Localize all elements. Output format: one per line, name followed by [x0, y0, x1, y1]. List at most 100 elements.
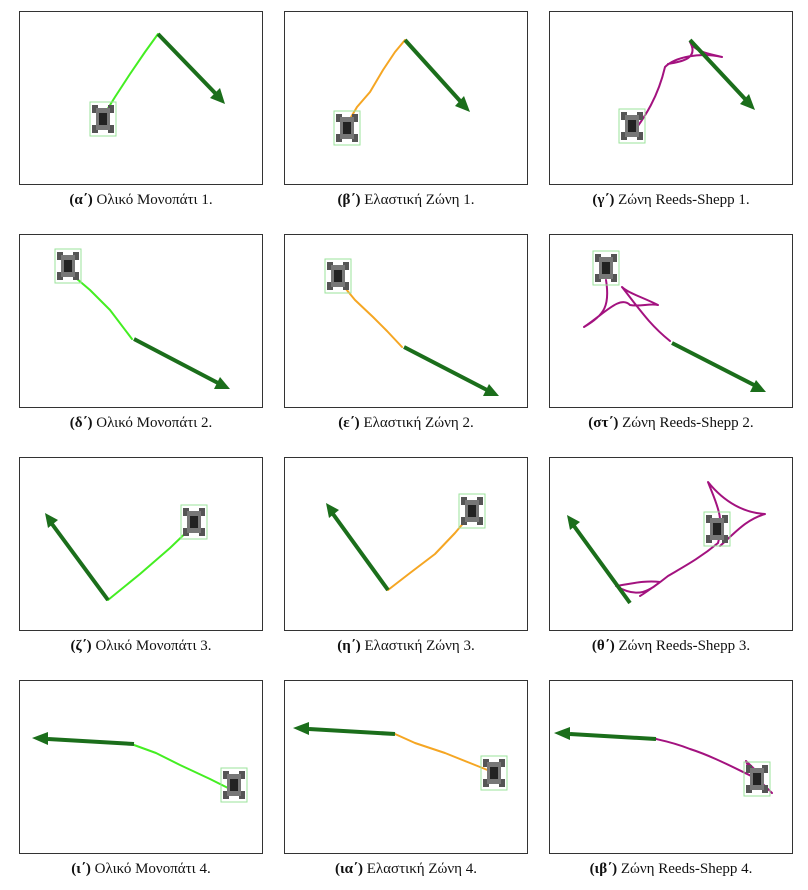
figure-caption-7: (ζ΄) Ολικό Μονοπάτι 3.: [9, 638, 273, 655]
goal-arrow-head: [455, 96, 470, 112]
figure-caption-4: (δ΄) Ολικό Μονοπάτι 2.: [9, 415, 273, 432]
figure-panel-2: [284, 11, 528, 185]
plot-elastic-band-1: [333, 38, 470, 146]
goal-arrow-head: [567, 515, 580, 530]
global-path-line: [133, 744, 235, 792]
figure-panel-8: [284, 457, 528, 631]
caption-label: Ζώνη Reeds-Shepp 3.: [618, 638, 751, 654]
plot-elastic-band-3: [326, 493, 486, 592]
goal-arrow-head: [483, 384, 499, 396]
caption-letter: (ι΄): [71, 861, 91, 877]
figure-caption-9: (θ΄) Ζώνη Reeds-Shepp 3.: [539, 638, 803, 655]
goal-arrow-head: [554, 727, 570, 740]
robot-icon: [480, 755, 508, 791]
elastic-band-line: [340, 282, 403, 348]
figure-panel-12: [549, 680, 793, 854]
caption-letter: (γ΄): [592, 192, 615, 208]
global-path-line: [101, 33, 159, 119]
goal-arrow-shaft: [50, 522, 110, 602]
goal-arrow-head: [293, 722, 309, 735]
reeds-shepp-line: [631, 41, 723, 135]
robot-icon: [592, 250, 620, 286]
caption-label: Ζώνη Reeds-Shepp 1.: [618, 192, 750, 208]
goal-arrow-shaft: [403, 38, 463, 104]
caption-label: Ζώνη Reeds-Shepp 4.: [620, 861, 753, 877]
robot-icon: [333, 110, 361, 146]
figure-panel-9: [549, 457, 793, 631]
robot-icon: [458, 493, 486, 529]
caption-label: Ελαστική Ζώνη 3.: [364, 638, 475, 654]
caption-label: Ελαστική Ζώνη 2.: [363, 415, 474, 431]
goal-arrow-head: [45, 513, 58, 528]
goal-arrow-shaft: [331, 512, 390, 592]
plot-global-path-1: [89, 32, 225, 137]
plot-global-path-3: [45, 504, 208, 602]
caption-letter: (ζ΄): [70, 638, 92, 654]
figure-panel-6: [549, 234, 793, 408]
caption-label: Ολικό Μονοπάτι 3.: [95, 638, 212, 654]
elastic-band-line: [394, 733, 496, 774]
robot-icon: [703, 511, 731, 547]
figure-panel-3: [549, 11, 793, 185]
plot-elastic-band-2: [324, 258, 499, 396]
caption-label: Ολικό Μονοπάτι 1.: [96, 192, 213, 208]
goal-arrow-shaft: [569, 732, 657, 741]
robot-icon: [743, 761, 771, 797]
robot-icon: [618, 108, 646, 144]
figure-caption-12: (ιβ΄) Ζώνη Reeds-Shepp 4.: [539, 861, 803, 878]
caption-letter: (στ΄): [588, 415, 619, 431]
goal-arrow-head: [214, 377, 230, 389]
goal-arrow-head: [32, 732, 48, 745]
caption-letter: (α΄): [69, 192, 93, 208]
caption-label: Ζώνη Reeds-Shepp 2.: [622, 415, 754, 431]
goal-arrow-head: [740, 94, 755, 110]
reeds-shepp-line: [615, 481, 766, 597]
plot-elastic-band-4: [293, 722, 508, 791]
goal-arrow-shaft: [47, 737, 135, 746]
figure-panel-5: [284, 234, 528, 408]
figure-caption-8: (η΄) Ελαστική Ζώνη 3.: [274, 638, 538, 655]
caption-letter: (β΄): [337, 192, 361, 208]
global-path-line: [69, 272, 133, 340]
robot-icon: [180, 504, 208, 540]
robot-icon: [324, 258, 352, 294]
caption-label: Ολικό Μονοπάτι 2.: [96, 415, 213, 431]
figure-panel-4: [19, 234, 263, 408]
goal-arrow-shaft: [403, 345, 488, 392]
robot-icon: [54, 248, 82, 284]
goal-arrow-shaft: [308, 727, 396, 736]
plot-reeds-shepp-4: [554, 727, 773, 797]
figure-caption-10: (ι΄) Ολικό Μονοπάτι 4.: [9, 861, 273, 878]
goal-arrow-head: [750, 380, 766, 392]
robot-icon: [220, 767, 248, 803]
goal-arrow-shaft: [688, 38, 748, 102]
plot-reeds-shepp-1: [618, 38, 755, 144]
figure-caption-6: (στ΄) Ζώνη Reeds-Shepp 2.: [539, 415, 803, 432]
elastic-band-line: [346, 39, 406, 125]
plot-reeds-shepp-3: [567, 481, 766, 605]
caption-label: Ολικό Μονοπάτι 4.: [94, 861, 211, 877]
goal-arrow-head: [210, 88, 225, 104]
goal-arrow-head: [326, 503, 339, 518]
figure-caption-2: (β΄) Ελαστική Ζώνη 1.: [274, 192, 538, 209]
figure-panel-7: [19, 457, 263, 631]
goal-arrow-shaft: [133, 337, 219, 385]
figure-panel-1: [19, 11, 263, 185]
figure-panel-11: [284, 680, 528, 854]
plot-reeds-shepp-2: [583, 250, 766, 392]
caption-letter: (ε΄): [338, 415, 360, 431]
figure-caption-11: (ια΄) Ελαστική Ζώνη 4.: [274, 861, 538, 878]
caption-letter: (η΄): [337, 638, 361, 654]
robot-icon: [89, 101, 117, 137]
caption-letter: (ια΄): [334, 861, 363, 877]
plot-global-path-2: [54, 248, 230, 389]
caption-letter: (θ΄): [591, 638, 615, 654]
caption-label: Ελαστική Ζώνη 1.: [364, 192, 475, 208]
figure-caption-5: (ε΄) Ελαστική Ζώνη 2.: [274, 415, 538, 432]
caption-letter: (ιβ΄): [589, 861, 618, 877]
figure-panel-10: [19, 680, 263, 854]
elastic-band-line: [387, 513, 472, 591]
reeds-shepp-line: [583, 279, 671, 342]
figure-caption-1: (α΄) Ολικό Μονοπάτι 1.: [9, 192, 273, 209]
plot-global-path-4: [32, 732, 248, 803]
